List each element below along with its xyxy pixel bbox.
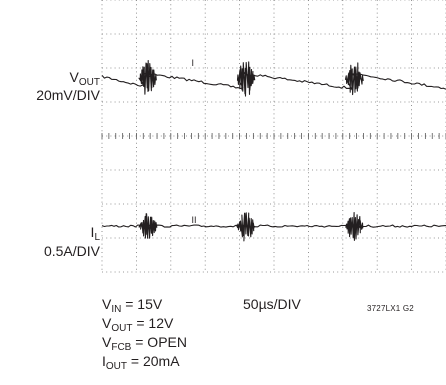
ch2-scale: 0.5A/DIV (43, 243, 100, 259)
ch1-name: VOUT (69, 69, 100, 88)
trace-vout (101, 59, 446, 97)
figure-id: 3727LX1 G2 (367, 304, 414, 313)
ch1-scale: 20mV/DIV (36, 87, 100, 103)
timebase-label: 50µs/DIV (243, 296, 301, 312)
ch2-name: IL (90, 224, 100, 243)
ch2-marker: II (191, 215, 196, 225)
condition-vout: VOUT = 12V (102, 315, 174, 334)
ch1-marker: I (191, 58, 194, 68)
trace-markers: III (191, 58, 196, 225)
trace-il (101, 211, 446, 242)
scope-traces (101, 59, 446, 242)
condition-vin: VIN = 15V (102, 296, 163, 315)
condition-vfcb: VFCB = OPEN (102, 334, 187, 353)
condition-iout: IOUT = 20mA (102, 353, 180, 372)
scope-grid (101, 0, 446, 273)
